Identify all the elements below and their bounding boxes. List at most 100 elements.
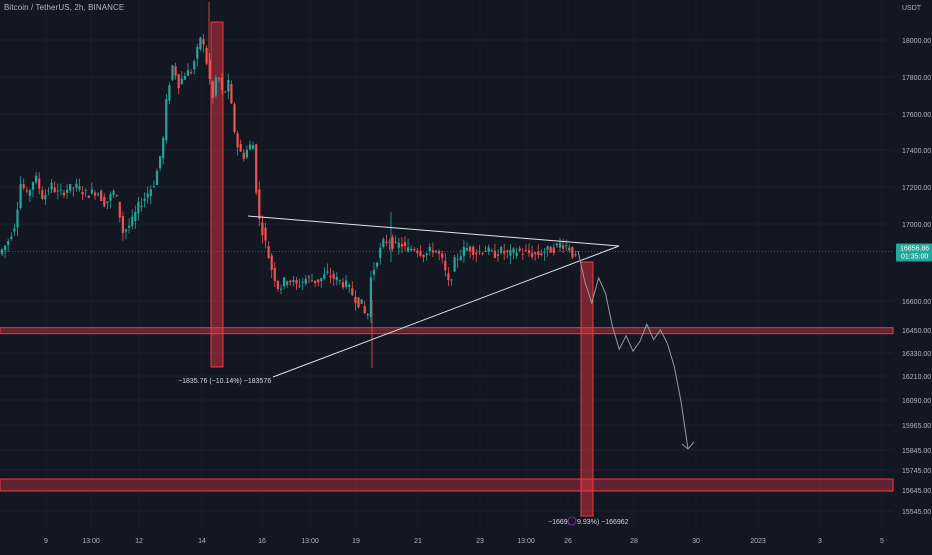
x-tick-label: 2023 xyxy=(750,538,766,545)
grid xyxy=(0,39,893,512)
candle-body xyxy=(481,253,484,254)
price-range-box-1 xyxy=(210,21,224,368)
candle-body xyxy=(307,276,310,278)
candle-body xyxy=(69,184,72,191)
candle-body xyxy=(568,247,571,251)
x-tick-label: 14 xyxy=(198,538,206,545)
candle-body xyxy=(230,84,233,104)
candle-body xyxy=(372,269,376,275)
candle-body xyxy=(472,246,475,255)
candle-body xyxy=(493,250,496,258)
candle-body xyxy=(264,227,267,241)
candle-body xyxy=(447,273,450,281)
candle-body xyxy=(217,78,221,80)
candle-body xyxy=(152,186,155,188)
candle-body xyxy=(233,104,236,132)
symbol-title[interactable]: Bitcoin / TetherUS, 2h, BINANCE xyxy=(4,3,125,12)
candle-body xyxy=(422,254,425,258)
candle-body xyxy=(363,306,366,313)
candle-body xyxy=(56,190,59,192)
candle-body xyxy=(487,247,490,252)
y-tick-label: 17800.00 xyxy=(902,75,931,82)
candle-body xyxy=(227,79,230,92)
candle-body xyxy=(425,253,428,256)
x-tick-label: 16 xyxy=(258,538,266,545)
candle-body xyxy=(28,190,31,196)
y-axis[interactable]: 18000.00 17800.00 17600.00 17400.00 17200.00… xyxy=(896,38,932,516)
candle-body xyxy=(419,251,422,256)
candle-body xyxy=(50,182,53,190)
projection-arrow-icon xyxy=(681,441,695,450)
price-range-label-2-extra: 9.93%) −166962 xyxy=(577,519,629,526)
y-tick-label: 17400.00 xyxy=(902,148,931,155)
candle-body xyxy=(131,216,134,227)
y-tick-label: 17200.00 xyxy=(902,185,931,192)
candle-body xyxy=(261,222,264,235)
candle-body xyxy=(413,249,416,251)
candle-body xyxy=(521,253,524,255)
y-tick-label: 17600.00 xyxy=(902,112,931,119)
candle-body xyxy=(515,252,518,256)
candle-body xyxy=(534,252,537,255)
candle-body xyxy=(270,255,273,270)
price-range-box-2 xyxy=(580,261,594,517)
candle-body xyxy=(552,247,555,253)
y-tick-label: 15965.00 xyxy=(902,423,931,430)
candle-body xyxy=(248,144,252,150)
candle-body xyxy=(211,81,214,98)
candle-body xyxy=(506,250,509,253)
candle-body xyxy=(329,275,332,278)
candle-body xyxy=(438,251,441,254)
candle-body xyxy=(168,85,171,101)
last-price-tag xyxy=(896,243,932,262)
candle-body xyxy=(369,277,372,318)
candle-body xyxy=(546,246,549,250)
candle-body xyxy=(159,156,162,169)
candle-body xyxy=(193,61,196,70)
candle-body xyxy=(304,278,307,284)
candle-body xyxy=(109,194,112,201)
y-tick-label: 15845.00 xyxy=(902,448,931,455)
candle-body xyxy=(310,280,314,282)
candle-body xyxy=(407,247,410,252)
candle-body xyxy=(87,195,90,198)
candle-body xyxy=(314,280,317,284)
candles xyxy=(0,2,577,368)
candle-body xyxy=(558,242,562,248)
x-axis[interactable]: 9 13:00 12 14 16 13:00 19 21 23 13:00 26 28 30 2023 3 5 xyxy=(44,538,884,545)
candle-body xyxy=(562,245,565,249)
candle-body xyxy=(403,242,407,247)
candle-body xyxy=(354,296,357,304)
candle-body xyxy=(484,250,487,252)
candle-body xyxy=(400,244,403,247)
candle-body xyxy=(388,241,391,243)
candle-body xyxy=(186,70,190,76)
candle-body xyxy=(236,133,239,148)
candle-body xyxy=(242,152,245,159)
candle-body xyxy=(382,239,385,247)
candle-body xyxy=(183,75,186,80)
candle-body xyxy=(118,201,121,218)
candle-body xyxy=(276,280,279,290)
candle-body xyxy=(202,39,205,45)
candle-body xyxy=(475,252,478,255)
x-tick-label: 28 xyxy=(630,538,638,545)
candle-body xyxy=(128,225,131,228)
candle-body xyxy=(465,247,469,251)
candle-body xyxy=(115,195,118,197)
candle-body xyxy=(348,284,351,287)
candle-body xyxy=(53,187,56,192)
x-tick-label: 26 xyxy=(564,538,572,545)
candle-body xyxy=(565,245,568,247)
candle-body xyxy=(289,280,292,283)
candle-body xyxy=(59,189,62,191)
candle-body xyxy=(72,187,75,189)
candle-body xyxy=(93,192,97,196)
last-price-countdown: 01:35:00 xyxy=(901,254,928,261)
x-tick-label: 13:00 xyxy=(82,538,100,545)
candle-body xyxy=(279,288,283,290)
candle-body xyxy=(155,170,159,186)
candle-body xyxy=(394,241,397,243)
